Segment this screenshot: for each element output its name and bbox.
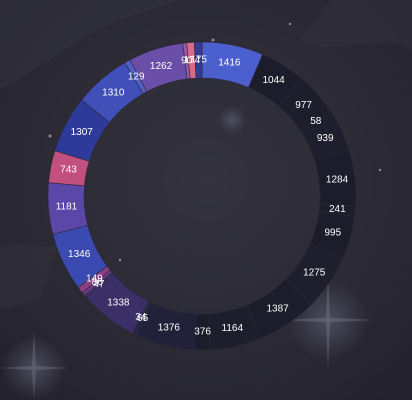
slice-label: 1346 xyxy=(68,249,91,260)
slice-label: 1416 xyxy=(218,57,241,68)
background-cloud xyxy=(300,0,412,50)
background-star xyxy=(378,168,382,172)
slice-label: 376 xyxy=(194,326,211,337)
slice-label: 86 xyxy=(92,277,104,288)
slice-label: 1310 xyxy=(102,87,125,98)
slice-label: 1307 xyxy=(71,127,94,138)
background-star xyxy=(288,22,292,26)
slice-label: 743 xyxy=(60,164,77,175)
donut-slice[interactable] xyxy=(193,41,203,79)
slice-label: 129 xyxy=(128,71,145,82)
background-star xyxy=(211,38,215,42)
slice-label: 149 xyxy=(86,274,103,285)
background-cloud xyxy=(0,240,60,310)
background-star xyxy=(118,258,122,262)
slice-label: 241 xyxy=(329,204,346,215)
slice-label: 174 xyxy=(183,55,200,66)
slice-label: 1044 xyxy=(262,75,285,86)
slice-label: 995 xyxy=(325,228,342,239)
background-sparkle xyxy=(2,336,66,400)
background-sparkle xyxy=(280,270,376,370)
background-sparkle xyxy=(218,106,246,134)
slice-label: 977 xyxy=(295,100,312,111)
slice-label: 1338 xyxy=(107,298,130,309)
slice-label: 175 xyxy=(190,55,207,66)
donut-labels: 1416 1044 977 58 939 1284 241 995 1275 1387 1164 37… xyxy=(56,55,349,338)
slice-label: 1387 xyxy=(266,304,289,315)
slice-label: 1262 xyxy=(150,61,173,72)
slice-label: 34 xyxy=(135,312,147,323)
slice-label: 47 xyxy=(93,279,105,290)
slice-label: 939 xyxy=(317,133,334,144)
slice-label: 90 xyxy=(181,55,193,66)
background-sparkle xyxy=(0,330,70,400)
slice-label: 1275 xyxy=(303,267,326,278)
slice-label: 65 xyxy=(137,313,149,324)
slice-label: 58 xyxy=(310,116,322,127)
donut-slices xyxy=(47,41,357,351)
background-cloud xyxy=(0,0,180,90)
background-star xyxy=(48,134,52,138)
slice-label: 1164 xyxy=(222,323,244,334)
slice-label: 1284 xyxy=(326,174,349,185)
slice-label: 1181 xyxy=(56,202,78,213)
slice-label: 1376 xyxy=(158,322,181,333)
